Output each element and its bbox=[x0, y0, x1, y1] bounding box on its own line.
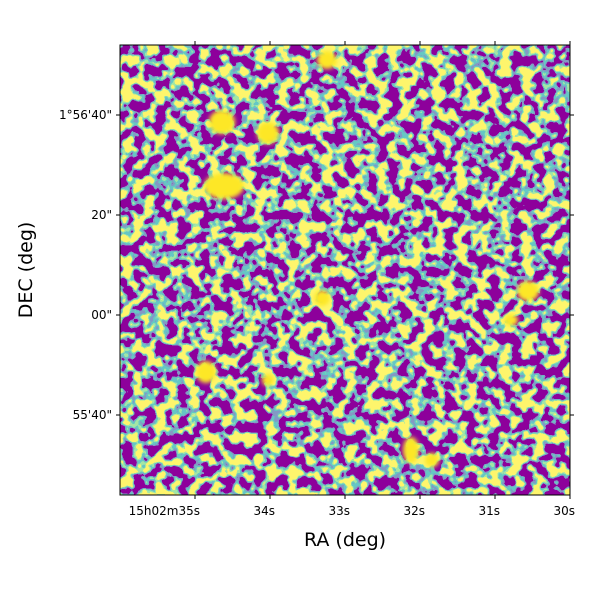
sources bbox=[196, 51, 539, 467]
x-tick-label: 32s bbox=[403, 504, 425, 518]
x-tick-label: 31s bbox=[478, 504, 500, 518]
y-tick-label: 00" bbox=[91, 308, 112, 322]
x-tick-label: 30s bbox=[553, 504, 575, 518]
x-tick-label: 33s bbox=[328, 504, 350, 518]
x-tick-label: 15h02m35s bbox=[129, 504, 200, 518]
x-axis-label: RA (deg) bbox=[304, 529, 386, 551]
noise-field bbox=[120, 45, 570, 495]
y-axis-label: DEC (deg) bbox=[15, 222, 37, 319]
x-tick-label: 34s bbox=[253, 504, 275, 518]
image bbox=[120, 45, 570, 495]
y-tick-label: 1°56'40" bbox=[59, 108, 112, 122]
y-tick-label: 20" bbox=[91, 208, 112, 222]
y-tick-label: 55'40" bbox=[73, 408, 112, 422]
